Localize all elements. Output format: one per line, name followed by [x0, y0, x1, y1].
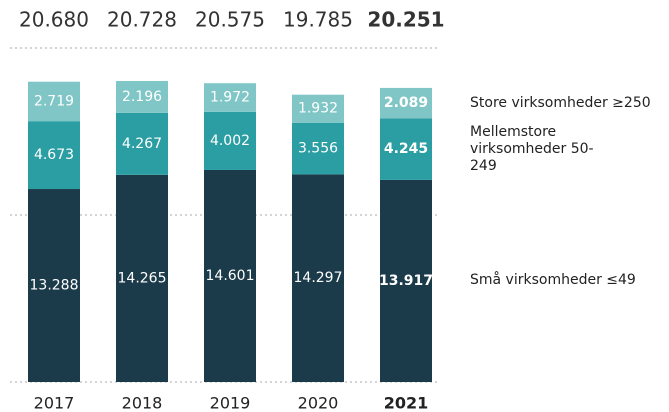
- bar-segment: [380, 87, 432, 119]
- value-label: 14.265: [118, 270, 167, 286]
- value-label: 14.297: [294, 270, 343, 286]
- bar-segment: [116, 174, 168, 382]
- value-label: 4.267: [122, 136, 162, 152]
- bar-segment: [116, 112, 168, 175]
- bar-segment: [28, 121, 80, 190]
- total-label: 20.728: [107, 8, 177, 32]
- bar-segment: [292, 94, 344, 123]
- value-label: 2.196: [122, 89, 162, 105]
- value-label: 13.288: [30, 278, 79, 294]
- bar-segment: [204, 111, 256, 170]
- total-label: 19.785: [283, 8, 353, 32]
- bar-segment: [380, 179, 432, 382]
- bar-segment: [116, 80, 168, 113]
- bar-segment: [380, 118, 432, 180]
- total-label: 20.575: [195, 8, 265, 32]
- value-label: 1.932: [298, 101, 338, 117]
- bar-segment: [292, 122, 344, 175]
- bar-segment: [28, 189, 80, 382]
- x-tick-label: 2017: [34, 394, 75, 412]
- value-label: 4.673: [34, 147, 74, 163]
- x-tick-label: 2019: [210, 394, 251, 412]
- bar-segment: [28, 81, 80, 122]
- legend-label: Små virksomheder ≤49: [470, 272, 636, 289]
- x-tick-label: 2021: [384, 394, 429, 412]
- value-label: 2.719: [34, 93, 74, 109]
- total-label: 20.680: [19, 8, 89, 32]
- bar-segment: [292, 174, 344, 382]
- legend-label: Store virksomheder ≥250: [470, 94, 651, 111]
- value-label: 3.556: [298, 141, 338, 157]
- value-label: 14.601: [206, 268, 255, 284]
- x-tick-label: 2018: [122, 394, 163, 412]
- value-label: 1.972: [210, 90, 250, 106]
- value-label: 2.089: [384, 95, 428, 111]
- total-label: 20.251: [367, 8, 444, 32]
- bar-segment: [204, 83, 256, 112]
- bar-segment: [204, 169, 256, 382]
- legend-label: Mellemstore virksomheder 50-249: [470, 123, 594, 174]
- value-label: 4.002: [210, 133, 250, 149]
- value-label: 13.917: [379, 273, 433, 289]
- value-label: 4.245: [384, 141, 428, 157]
- x-tick-label: 2020: [298, 394, 339, 412]
